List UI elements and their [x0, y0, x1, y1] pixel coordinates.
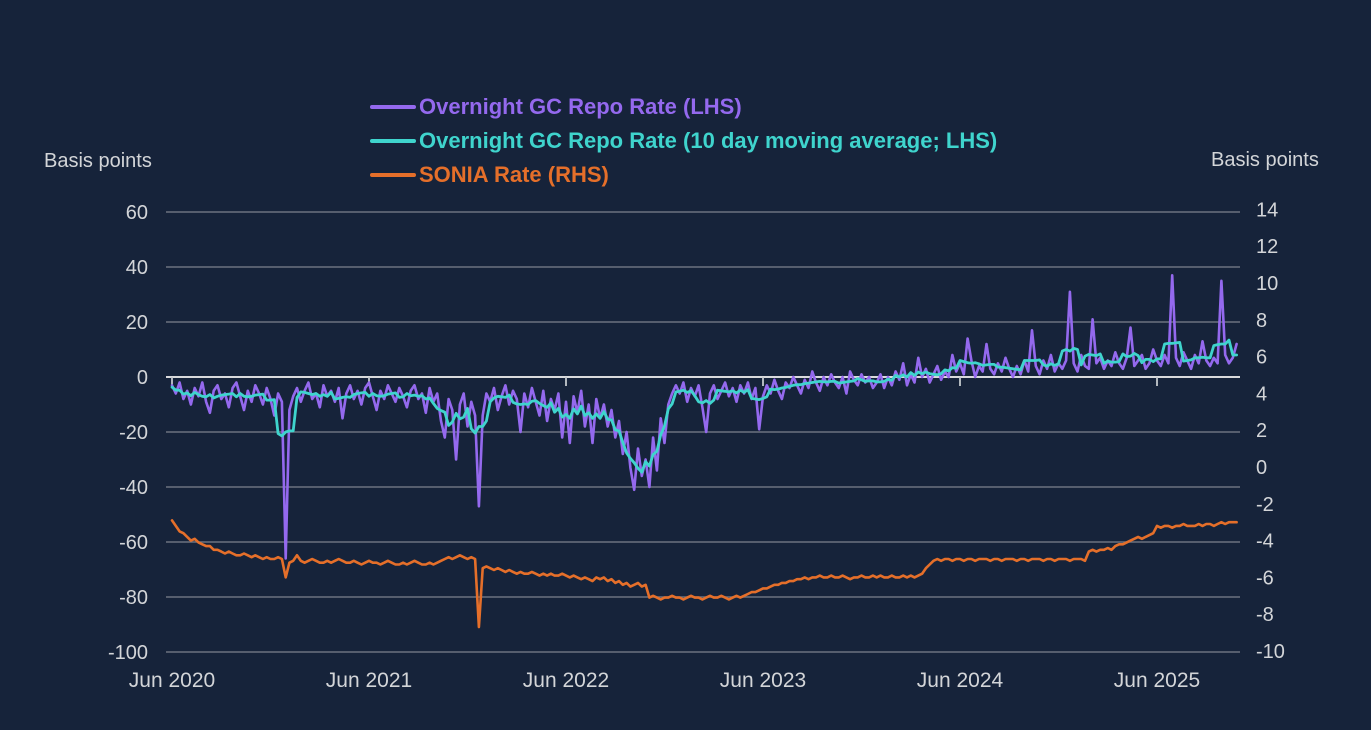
right-axis-tick-label: 6 — [1256, 347, 1267, 369]
right-axis-tick-label: -2 — [1256, 494, 1274, 516]
left-axis-tick-label: -80 — [119, 587, 148, 609]
left-axis-tick-label: -20 — [119, 422, 148, 444]
repo-rate-line — [170, 274, 1238, 560]
legend-item-repo-rate-ma: Overnight GC Repo Rate (10 day moving av… — [370, 124, 997, 158]
sonia-rate-legend-label: SONIA Rate (RHS) — [419, 162, 609, 187]
x-axis-tick-label: Jun 2021 — [326, 669, 412, 692]
x-axis-tick-label: Jun 2025 — [1114, 669, 1200, 692]
right-axis-tick-label: 14 — [1256, 199, 1278, 221]
repo-rate-ma-line-swatch — [370, 139, 416, 143]
right-axis-tick-label: -8 — [1256, 604, 1274, 626]
right-axis-title: Basis points — [1211, 149, 1319, 171]
sonia-rate-line — [170, 519, 1238, 629]
left-axis-tick-label: -60 — [119, 532, 148, 554]
x-axis-tick-label: Jun 2024 — [917, 669, 1004, 692]
left-axis-tick-label: -100 — [108, 642, 148, 664]
right-axis-tick-label: 0 — [1256, 457, 1267, 479]
left-axis-tick-label: -40 — [119, 477, 148, 499]
repo-rate-ma-legend-label: Overnight GC Repo Rate (10 day moving av… — [419, 128, 998, 153]
legend-item-sonia-rate: SONIA Rate (RHS) — [370, 158, 997, 192]
left-axis-tick-label: 20 — [126, 312, 148, 334]
legend-item-repo-rate: Overnight GC Repo Rate (LHS) — [370, 90, 997, 124]
repo-rate-line-swatch — [370, 105, 416, 109]
right-axis-tick-label: 8 — [1256, 310, 1267, 332]
x-axis-tick-label: Jun 2020 — [129, 669, 215, 692]
right-axis-tick-label: -6 — [1256, 567, 1274, 589]
chart-legend: Overnight GC Repo Rate (LHS) Overnight G… — [370, 90, 997, 192]
right-axis-tick-label: -10 — [1256, 641, 1285, 663]
right-axis-tick-label: 10 — [1256, 273, 1278, 295]
right-axis-tick-label: 4 — [1256, 383, 1267, 405]
left-axis-tick-label: 60 — [126, 202, 148, 224]
repo-rate-ma-line — [170, 338, 1238, 474]
x-axis-tick-label: Jun 2023 — [720, 669, 806, 692]
left-axis-title: Basis points — [44, 150, 152, 172]
right-axis-tick-label: 12 — [1256, 236, 1278, 258]
repo-rate-legend-label: Overnight GC Repo Rate (LHS) — [419, 94, 742, 119]
x-axis-tick-label: Jun 2022 — [523, 669, 609, 692]
right-axis-tick-label: 2 — [1256, 420, 1267, 442]
sonia-rate-line-swatch — [370, 173, 416, 177]
right-axis-tick-label: -4 — [1256, 531, 1274, 553]
left-axis-tick-label: 40 — [126, 257, 148, 279]
left-axis-tick-label: 0 — [137, 367, 148, 389]
